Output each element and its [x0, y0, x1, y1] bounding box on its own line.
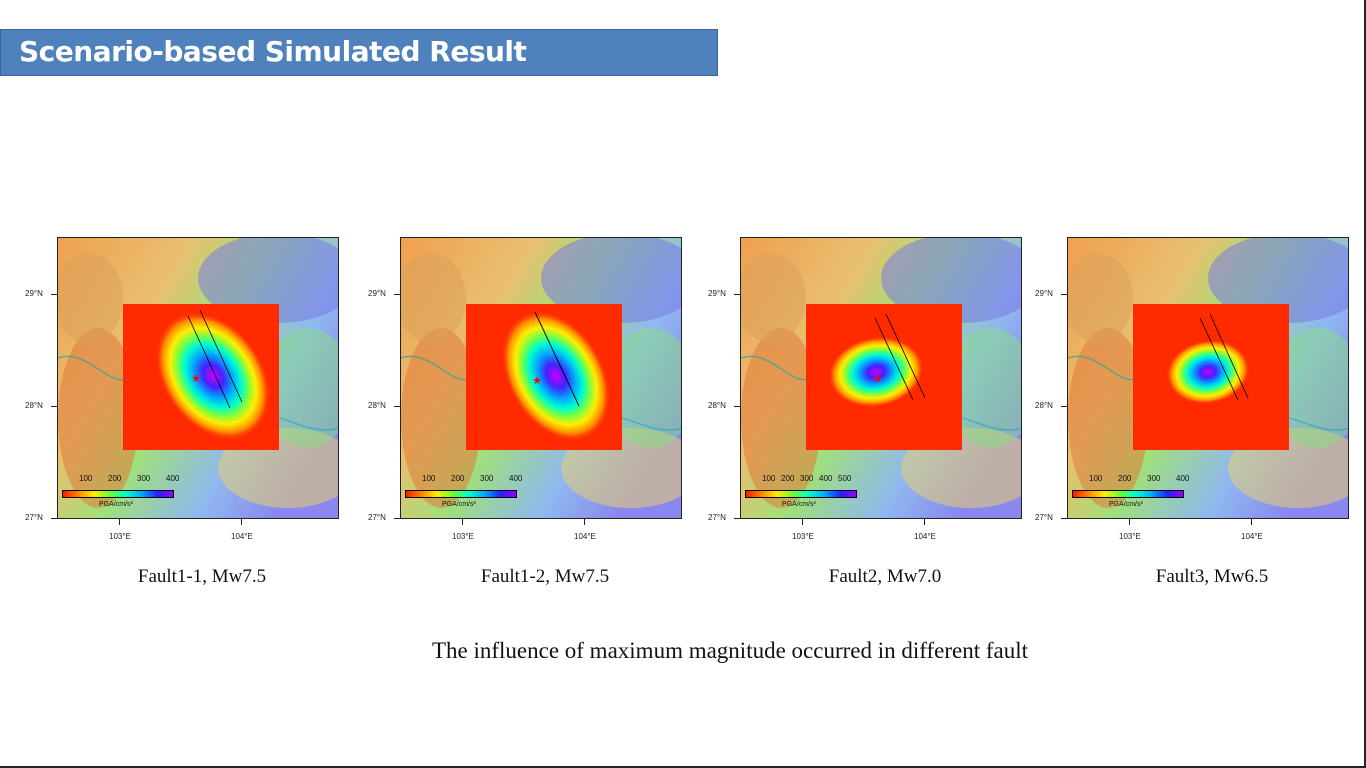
longitude-tick — [1129, 519, 1130, 525]
epicenter-star-icon: ★ — [532, 374, 542, 387]
latitude-tick — [1061, 294, 1067, 295]
legend-tick-label: 100 — [762, 474, 776, 483]
latitude-tick — [394, 294, 400, 295]
latitude-tick — [1061, 518, 1067, 519]
latitude-tick — [51, 294, 57, 295]
fault-line — [1199, 317, 1239, 401]
legend-unit: PGA/cm/s² — [99, 501, 133, 508]
pga-contour — [155, 311, 271, 441]
map-panel: ★ 100 200 300 400 500 PGA/cm/s² 29°N 28°N 27°N 10… — [702, 237, 1022, 542]
longitude-label: 103°E — [792, 532, 814, 541]
legend-tick-label: 100 — [79, 474, 93, 483]
legend-tick-label: 500 — [838, 474, 852, 483]
longitude-label: 104°E — [231, 532, 253, 541]
legend-tick-label: 100 — [422, 474, 436, 483]
latitude-label: 27°N — [1035, 513, 1053, 522]
legend-tick-label: 300 — [800, 474, 814, 483]
legend-tick-label: 300 — [137, 474, 151, 483]
pga-colorbar — [405, 490, 517, 498]
fault-line — [885, 313, 926, 399]
latitude-label: 29°N — [1035, 289, 1053, 298]
legend-tick-label: 300 — [480, 474, 494, 483]
map-frame: ★ — [740, 237, 1022, 519]
legend-unit: PGA/cm/s² — [782, 501, 816, 508]
legend-tick-label: 400 — [509, 474, 523, 483]
longitude-label: 104°E — [574, 532, 596, 541]
latitude-label: 28°N — [25, 401, 43, 410]
longitude-tick — [924, 519, 925, 525]
latitude-label: 28°N — [708, 401, 726, 410]
latitude-tick — [734, 518, 740, 519]
pga-contour — [501, 310, 611, 442]
legend-tick-label: 300 — [1147, 474, 1161, 483]
epicenter-star-icon: ★ — [191, 372, 201, 385]
pga-contour — [828, 336, 924, 408]
legend-tick-label: 200 — [108, 474, 122, 483]
legend-tick-label: 400 — [819, 474, 833, 483]
legend-tick-label: 200 — [1118, 474, 1132, 483]
legend-tick-label: 200 — [781, 474, 795, 483]
legend-tick-label: 200 — [451, 474, 465, 483]
panel-caption: Fault2, Mw7.0 — [828, 566, 942, 587]
slide-border-bottom — [0, 766, 1366, 768]
latitude-tick — [51, 518, 57, 519]
title-banner: Scenario-based Simulated Result — [0, 29, 718, 76]
topography-map: ★ — [58, 238, 338, 518]
latitude-tick — [394, 406, 400, 407]
longitude-tick — [241, 519, 242, 525]
topography-map: ★ — [401, 238, 681, 518]
panel-caption: Fault1-1, Mw7.5 — [137, 566, 267, 587]
slide-border-right — [1364, 0, 1366, 768]
latitude-label: 27°N — [708, 513, 726, 522]
fault-line — [534, 311, 580, 407]
legend-tick-label: 100 — [1089, 474, 1103, 483]
fault-line — [1209, 313, 1249, 399]
longitude-label: 103°E — [109, 532, 131, 541]
latitude-tick — [1061, 406, 1067, 407]
map-frame: ★ — [400, 237, 682, 519]
legend-tick-label: 400 — [166, 474, 180, 483]
longitude-tick — [1251, 519, 1252, 525]
map-panel: 100 200 300 400 PGA/cm/s² 29°N 28°N 27°N 103°E 10… — [1029, 237, 1349, 542]
latitude-label: 29°N — [368, 289, 386, 298]
epicenter-star-icon: ★ — [873, 372, 883, 385]
fault-line — [874, 317, 914, 401]
fault-line — [187, 315, 231, 409]
latitude-label: 28°N — [368, 401, 386, 410]
topography-map: ★ — [741, 238, 1021, 518]
bottom-caption: The influence of maximum magnitude occur… — [431, 638, 1029, 663]
longitude-tick — [802, 519, 803, 525]
legend-tick-label: 400 — [1176, 474, 1190, 483]
longitude-tick — [462, 519, 463, 525]
latitude-tick — [734, 406, 740, 407]
longitude-label: 103°E — [1119, 532, 1141, 541]
latitude-label: 29°N — [708, 289, 726, 298]
map-frame: ★ — [57, 237, 339, 519]
latitude-tick — [51, 406, 57, 407]
latitude-tick — [394, 518, 400, 519]
panel-caption: Fault3, Mw6.5 — [1155, 566, 1269, 587]
map-panel: ★ 100 200 300 400 PGA/cm/s² 29°N 28°N 27°N 103°E… — [19, 237, 339, 542]
pga-colorbar — [62, 490, 174, 498]
legend-unit: PGA/cm/s² — [1109, 501, 1143, 508]
topography-map — [1068, 238, 1348, 518]
latitude-label: 29°N — [25, 289, 43, 298]
legend-unit: PGA/cm/s² — [442, 501, 476, 508]
longitude-label: 104°E — [1241, 532, 1263, 541]
pga-colorbar — [745, 490, 857, 498]
fault-line — [199, 309, 243, 403]
longitude-label: 104°E — [914, 532, 936, 541]
map-frame — [1067, 237, 1349, 519]
longitude-tick — [119, 519, 120, 525]
latitude-label: 27°N — [368, 513, 386, 522]
panel-caption: Fault1-2, Mw7.5 — [480, 566, 610, 587]
longitude-label: 103°E — [452, 532, 474, 541]
latitude-tick — [734, 294, 740, 295]
latitude-label: 28°N — [1035, 401, 1053, 410]
pga-colorbar — [1072, 490, 1184, 498]
latitude-label: 27°N — [25, 513, 43, 522]
slide-title: Scenario-based Simulated Result — [19, 35, 527, 68]
map-panel: ★ 100 200 300 400 PGA/cm/s² 29°N 28°N 27°N 103°E… — [362, 237, 682, 542]
longitude-tick — [584, 519, 585, 525]
